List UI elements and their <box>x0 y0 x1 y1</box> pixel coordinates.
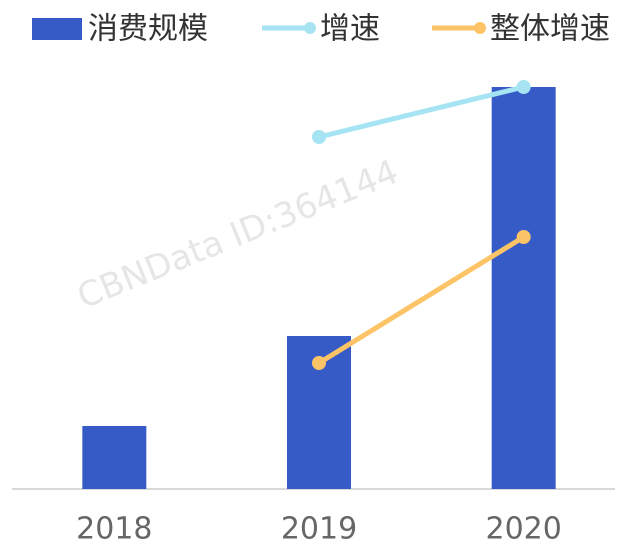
x-tick-label: 2018 <box>76 512 152 547</box>
bar <box>82 426 147 489</box>
point <box>516 80 531 94</box>
legend-label: 增速 <box>320 12 380 47</box>
legend-marker <box>304 22 316 34</box>
line <box>317 234 525 366</box>
point <box>312 356 326 370</box>
point <box>516 230 531 244</box>
line <box>318 84 525 140</box>
x-tick-label: 2019 <box>281 512 357 547</box>
legend-label: 消费规模 <box>88 12 208 47</box>
legend-swatch <box>32 18 82 40</box>
bar <box>491 87 556 489</box>
legend-label: 整体增速 <box>490 12 610 47</box>
point <box>312 130 326 144</box>
x-tick-label: 2020 <box>485 512 561 547</box>
watermark: CBNData ID:364144 <box>72 152 404 317</box>
legend-marker <box>474 22 486 34</box>
